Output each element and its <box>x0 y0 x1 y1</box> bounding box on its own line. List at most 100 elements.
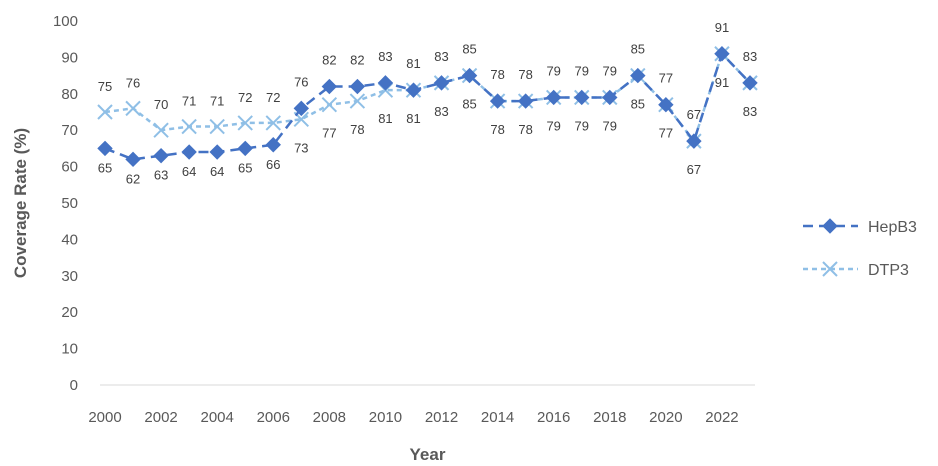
data-point-hepb3 <box>686 133 702 149</box>
data-point-dtp3 <box>181 118 197 135</box>
data-point-hepb3 <box>321 78 338 95</box>
data-label-hepb3: 85 <box>631 42 645 57</box>
data-label-dtp3: 75 <box>98 79 112 94</box>
x-axis-title: Year <box>410 445 446 464</box>
data-point-dtp3 <box>97 104 113 120</box>
data-label-hepb3: 83 <box>434 49 448 64</box>
data-point-hepb3 <box>489 93 506 109</box>
data-point-hepb3 <box>658 97 674 113</box>
data-label-hepb3: 78 <box>490 67 504 82</box>
data-point-hepb3 <box>377 75 394 91</box>
data-label-dtp3: 70 <box>154 97 168 112</box>
x-axis-ticks: 2000 2002 2004 2006 2008 2010 2012 2014 2016 2018… <box>88 409 738 426</box>
data-point-hepb3 <box>349 78 366 95</box>
data-point-hepb3 <box>517 93 534 109</box>
data-label-dtp3: 78 <box>490 122 504 137</box>
data-label-hepb3: 83 <box>378 49 392 64</box>
data-label-hepb3: 65 <box>98 160 112 175</box>
x-tick-label: 2000 <box>88 409 121 426</box>
x-tick-label: 2006 <box>257 409 290 426</box>
data-point-hepb3 <box>461 67 478 84</box>
y-tick-label: 70 <box>61 122 78 139</box>
data-point-hepb3 <box>742 75 758 91</box>
data-label-dtp3: 83 <box>434 104 448 119</box>
x-tick-label: 2016 <box>537 409 570 426</box>
data-point-hepb3 <box>602 89 618 106</box>
data-point-hepb3 <box>405 82 422 98</box>
data-label-dtp3: 79 <box>575 118 589 133</box>
data-point-dtp3 <box>153 122 169 138</box>
x-tick-label: 2008 <box>313 409 346 426</box>
data-label-hepb3: 67 <box>687 107 701 122</box>
data-label-dtp3: 72 <box>238 90 252 105</box>
y-axis-ticks: 0 10 20 30 40 50 60 70 80 90 100 <box>53 13 78 394</box>
data-label-dtp3: 72 <box>266 90 280 105</box>
data-point-hepb3 <box>265 137 281 153</box>
legend-label-dtp3: DTP3 <box>868 262 909 279</box>
data-label-hepb3: 62 <box>126 171 140 186</box>
data-point-hepb3 <box>293 100 310 117</box>
data-label-dtp3: 79 <box>546 118 560 133</box>
data-point-hepb3 <box>153 147 169 164</box>
x-tick-label: 2002 <box>144 409 177 426</box>
x-tick-label: 2020 <box>649 409 682 426</box>
data-label-dtp3: 85 <box>631 97 645 112</box>
data-label-dtp3: 81 <box>406 111 420 126</box>
data-label-dtp3: 73 <box>294 140 308 155</box>
data-label-hepb3: 78 <box>518 67 532 82</box>
legend-label-hepb3: HepB3 <box>868 219 917 236</box>
data-label-hepb3: 64 <box>182 164 196 179</box>
data-point-hepb3 <box>574 89 590 106</box>
data-label-dtp3: 85 <box>462 97 476 112</box>
x-tick-label: 2022 <box>705 409 738 426</box>
legend: HepB3 DTP3 <box>803 218 917 279</box>
data-label-hepb3: 63 <box>154 168 168 183</box>
data-label-hepb3: 79 <box>603 63 617 78</box>
legend-marker-hepb3 <box>822 218 838 234</box>
data-label-dtp3: 77 <box>322 126 336 141</box>
data-label-dtp3: 78 <box>518 122 532 137</box>
data-label-hepb3: 66 <box>266 157 280 172</box>
x-tick-label: 2012 <box>425 409 458 426</box>
data-label-dtp3: 77 <box>659 126 673 141</box>
y-tick-label: 30 <box>61 268 78 285</box>
data-point-hepb3 <box>433 75 450 91</box>
y-tick-label: 0 <box>70 377 78 394</box>
y-tick-label: 10 <box>61 341 78 358</box>
y-tick-label: 100 <box>53 13 78 30</box>
y-tick-label: 90 <box>61 49 78 66</box>
data-point-hepb3 <box>630 67 646 84</box>
data-point-hepb3 <box>237 140 253 157</box>
data-label-hepb3: 77 <box>659 71 673 86</box>
y-tick-label: 80 <box>61 86 78 103</box>
x-tick-label: 2014 <box>481 409 514 426</box>
data-label-hepb3: 79 <box>546 63 560 78</box>
data-label-hepb3: 85 <box>462 42 476 57</box>
y-tick-label: 60 <box>61 159 78 176</box>
data-label-hepb3: 65 <box>238 160 252 175</box>
data-label-dtp3: 78 <box>350 122 364 137</box>
data-point-hepb3 <box>181 144 197 160</box>
data-label-hepb3: 82 <box>350 53 364 68</box>
data-point-hepb3 <box>714 46 730 62</box>
series-line-hepb3 <box>104 51 751 161</box>
data-point-dtp3 <box>349 93 366 109</box>
y-tick-label: 20 <box>61 304 78 321</box>
data-point-dtp3 <box>209 118 225 135</box>
legend-marker-dtp3 <box>822 261 838 277</box>
x-tick-label: 2004 <box>200 409 233 426</box>
data-point-hepb3 <box>209 144 225 160</box>
data-label-hepb3: 79 <box>575 63 589 78</box>
data-label-dtp3: 71 <box>210 94 224 109</box>
data-point-dtp3 <box>125 100 141 117</box>
data-point-dtp3 <box>237 115 253 131</box>
data-point-hepb3 <box>545 89 562 106</box>
data-point-dtp3 <box>265 115 281 131</box>
y-tick-label: 50 <box>61 195 78 212</box>
data-label-hepb3: 82 <box>322 53 336 68</box>
series-line-dtp3 <box>104 51 751 144</box>
data-label-hepb3: 91 <box>715 20 729 35</box>
data-label-dtp3: 71 <box>182 94 196 109</box>
data-labels-layer: 65 75 62 76 63 70 64 71 64 71 65 72 66 72 76 73 82 77 82 78… <box>98 20 757 187</box>
